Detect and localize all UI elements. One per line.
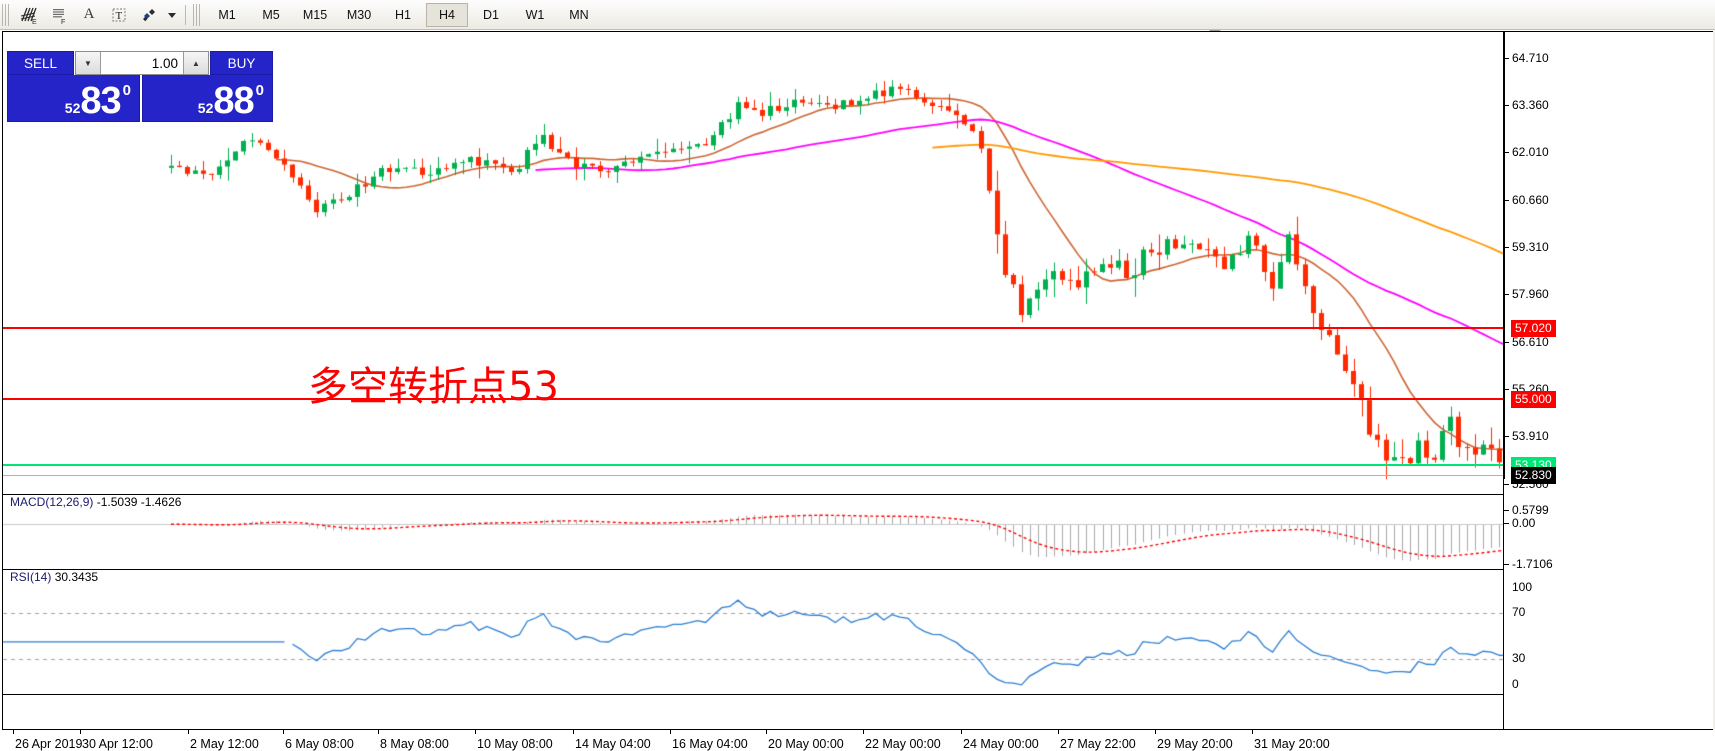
macd-tick-label: 0.5799 <box>1504 503 1549 517</box>
main-toolbar: E F A T <box>0 0 1715 30</box>
svg-text:E: E <box>32 19 37 25</box>
level-line-support-green[interactable] <box>3 463 1503 466</box>
time-tick-label: 2 May 12:00 <box>190 737 259 751</box>
time-tick-label: 22 May 00:00 <box>865 737 941 751</box>
price-axis[interactable]: 64.710 63.360 62.010 60.660 59.310 57.960 56.6… <box>1503 32 1714 729</box>
price-level-tag-current-price[interactable]: 52.830 <box>1511 467 1556 485</box>
price-tick-label: 56.610 <box>1504 335 1549 349</box>
macd-tick-label: 0.00 <box>1504 516 1535 530</box>
macd-canvas[interactable] <box>3 503 1503 569</box>
vertical-scrollbar[interactable] <box>1713 31 1715 730</box>
timeframe-w1[interactable]: W1 <box>525 7 545 22</box>
timeframe-toolbar-grip[interactable] <box>193 3 201 26</box>
time-tick-label: 16 May 04:00 <box>672 737 748 751</box>
time-tick-label: 14 May 04:00 <box>575 737 651 751</box>
pane-separator-3 <box>3 694 1714 695</box>
trade-controls-row: SELL ▼ 1.00 ▲ BUY <box>7 51 273 75</box>
level-line-current-price[interactable] <box>3 475 1503 477</box>
volume-input[interactable]: 1.00 <box>151 55 178 71</box>
level-line-resistance-1[interactable] <box>3 327 1503 330</box>
buy-price-display[interactable]: 52 88 0 <box>142 75 273 122</box>
sell-price-display[interactable]: 52 83 0 <box>7 75 140 122</box>
rsi-label-values: 30.3435 <box>54 570 99 584</box>
price-tick-label: 64.710 <box>1504 51 1549 65</box>
volume-increase-icon[interactable]: ▲ <box>183 52 208 74</box>
time-tick-label: 29 May 20:00 <box>1157 737 1233 751</box>
time-tick-label: 20 May 00:00 <box>768 737 844 751</box>
text-label-icon[interactable]: A <box>83 6 95 22</box>
volume-decrease-icon[interactable]: ▼ <box>76 52 101 74</box>
objects-dropdown-icon[interactable] <box>164 2 180 28</box>
timeframe-m5[interactable]: M5 <box>262 7 280 22</box>
axis-vertical-line <box>1504 32 1505 479</box>
buy-button[interactable]: BUY <box>210 51 273 75</box>
timeframe-h1[interactable]: H1 <box>395 7 411 22</box>
buy-price-major: 52 <box>197 100 214 116</box>
macd-label-name: MACD(12,26,9) <box>10 495 94 509</box>
macd-tick-label: -1.7106 <box>1504 557 1553 571</box>
time-tick-label: 30 Apr 12:00 <box>82 737 153 751</box>
time-tick-label: 26 Apr 2019 <box>15 737 83 751</box>
one-click-trading-panel[interactable]: SELL ▼ 1.00 ▲ BUY 52 83 0 52 88 0 <box>7 51 273 122</box>
time-tick-label: 6 May 08:00 <box>285 737 354 751</box>
chart-frame[interactable]: 多空转折点53 MACD(12,26,9) -1.5039 -1.4626 RS… <box>2 31 1714 751</box>
rsi-tick-label: 100 <box>1512 580 1533 594</box>
svg-text:F: F <box>61 19 65 25</box>
timeframe-h4[interactable]: H4 <box>426 2 468 27</box>
timeframe-m1[interactable]: M1 <box>218 7 236 22</box>
sell-price-major: 52 <box>64 100 81 116</box>
time-tick-label: 31 May 20:00 <box>1254 737 1330 751</box>
rsi-pane[interactable] <box>3 578 1503 694</box>
sell-price-fraction: 0 <box>122 82 131 99</box>
timeframe-m30[interactable]: M30 <box>346 7 372 22</box>
price-level-tag-resistance-1[interactable]: 57.020 <box>1511 320 1556 338</box>
price-tick-label: 63.360 <box>1504 98 1549 112</box>
price-tick-label: 60.660 <box>1504 193 1549 207</box>
sell-price-mid: 83 <box>80 80 121 122</box>
level-line-resistance-2[interactable] <box>3 398 1503 401</box>
svg-text:T: T <box>116 10 123 22</box>
timeframe-d1[interactable]: D1 <box>483 7 499 22</box>
toolbar-divider <box>185 4 186 25</box>
rsi-tick-label: 0 <box>1512 677 1519 691</box>
buy-price-fraction: 0 <box>255 82 264 99</box>
rsi-canvas[interactable] <box>3 578 1503 694</box>
time-tick-label: 10 May 08:00 <box>477 737 553 751</box>
time-tick-label: 27 May 22:00 <box>1060 737 1136 751</box>
price-tick-label: 57.960 <box>1504 287 1549 301</box>
price-tick-label: 62.010 <box>1504 145 1549 159</box>
templates-icon[interactable]: F <box>44 2 74 28</box>
time-tick-label: 8 May 08:00 <box>380 737 449 751</box>
time-tick-label: 24 May 00:00 <box>963 737 1039 751</box>
volume-stepper[interactable]: ▼ 1.00 ▲ <box>75 51 209 75</box>
macd-pane[interactable] <box>3 503 1503 569</box>
rsi-tick-label: 70 <box>1512 604 1526 619</box>
price-level-tag-resistance-2[interactable]: 55.000 <box>1511 391 1556 409</box>
chart-annotation-text: 多空转折点53 <box>308 364 559 410</box>
price-tick-label: 53.910 <box>1504 429 1549 443</box>
timeframe-mn[interactable]: MN <box>569 7 589 22</box>
objects-icon[interactable] <box>134 2 164 28</box>
macd-indicator-label: MACD(12,26,9) -1.5039 -1.4626 <box>10 495 181 509</box>
indicators-icon[interactable]: E <box>14 2 44 28</box>
rsi-indicator-label: RSI(14) 30.3435 <box>10 570 98 584</box>
rsi-tick-label: 30 <box>1512 651 1526 666</box>
sell-button[interactable]: SELL <box>7 51 74 75</box>
macd-label-values: -1.5039 -1.4626 <box>96 495 182 509</box>
price-tick-label: 59.310 <box>1504 240 1549 254</box>
pane-separator-2 <box>3 569 1714 570</box>
pane-separator-1 <box>3 494 1714 495</box>
timeframe-m15[interactable]: M15 <box>302 7 328 22</box>
buy-price-mid: 88 <box>213 80 254 122</box>
toolbar-grip[interactable] <box>2 3 10 26</box>
text-box-icon[interactable]: T <box>104 2 134 28</box>
rsi-label-name: RSI(14) <box>10 570 52 584</box>
